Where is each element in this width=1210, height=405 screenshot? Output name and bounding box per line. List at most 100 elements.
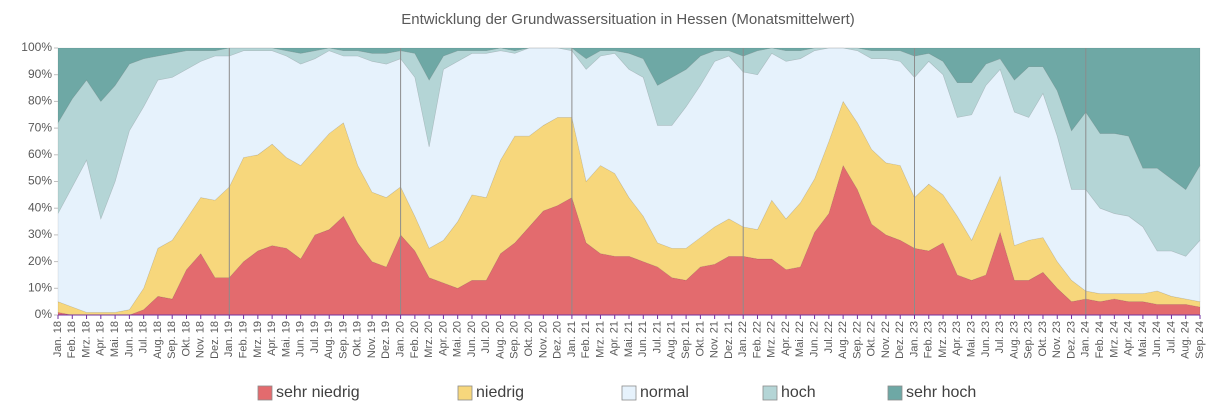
x-tick-label: Aug. 23 bbox=[1008, 321, 1020, 359]
legend-swatch bbox=[457, 385, 473, 401]
y-tick-label: 90% bbox=[28, 67, 52, 81]
x-tick-label: Nov. 19 bbox=[366, 321, 378, 358]
x-tick-label: Dez. 22 bbox=[894, 321, 906, 359]
x-tick-label: Okt. 18 bbox=[180, 321, 192, 356]
x-tick-label: Nov. 23 bbox=[1051, 321, 1063, 358]
y-tick-label: 70% bbox=[28, 120, 52, 134]
legend-label: normal bbox=[640, 384, 689, 401]
x-tick-label: Okt. 22 bbox=[866, 321, 878, 356]
legend-swatch bbox=[887, 385, 903, 401]
x-tick-label: Apr. 18 bbox=[95, 321, 107, 356]
x-tick-label: Sep. 18 bbox=[166, 321, 178, 359]
x-tick-label: Aug. 22 bbox=[837, 321, 849, 359]
x-tick-label: Mai. 24 bbox=[1137, 321, 1149, 357]
x-tick-label: Jan. 18 bbox=[52, 321, 64, 357]
x-tick-label: Mai. 18 bbox=[109, 321, 121, 357]
y-tick-label: 80% bbox=[28, 94, 52, 108]
x-tick-label: Jan. 20 bbox=[395, 321, 407, 357]
x-tick-label: Jul. 20 bbox=[480, 321, 492, 353]
y-tick-label: 50% bbox=[28, 174, 52, 188]
y-tick-label: 0% bbox=[35, 307, 53, 321]
x-tick-label: Mrz. 19 bbox=[252, 321, 264, 358]
x-tick-label: Sep. 20 bbox=[509, 321, 521, 359]
x-tick-label: Jan. 23 bbox=[908, 321, 920, 357]
x-tick-label: Aug. 21 bbox=[666, 321, 678, 359]
x-tick-label: Jan. 21 bbox=[566, 321, 578, 357]
x-tick-label: Okt. 19 bbox=[352, 321, 364, 356]
x-tick-label: Jul. 22 bbox=[823, 321, 835, 353]
x-tick-label: Aug. 24 bbox=[1180, 321, 1192, 359]
legend-swatch bbox=[762, 385, 778, 401]
x-tick-label: Jun. 21 bbox=[637, 321, 649, 357]
x-tick-label: Nov. 20 bbox=[537, 321, 549, 358]
x-tick-label: Jan. 19 bbox=[223, 321, 235, 357]
x-tick-label: Jun. 19 bbox=[295, 321, 307, 357]
x-tick-label: Apr. 21 bbox=[609, 321, 621, 356]
x-tick-label: Sep. 19 bbox=[337, 321, 349, 359]
x-tick-label: Mai. 20 bbox=[452, 321, 464, 357]
x-tick-label: Jun. 20 bbox=[466, 321, 478, 357]
y-tick-label: 100% bbox=[21, 40, 52, 54]
x-tick-label: Mai. 22 bbox=[794, 321, 806, 357]
legend-label: sehr hoch bbox=[906, 384, 976, 401]
x-tick-label: Sep. 23 bbox=[1023, 321, 1035, 359]
x-tick-label: Jul. 21 bbox=[651, 321, 663, 353]
x-tick-label: Aug. 20 bbox=[494, 321, 506, 359]
x-tick-label: Dez. 18 bbox=[209, 321, 221, 359]
x-tick-label: Mrz. 21 bbox=[594, 321, 606, 358]
x-tick-label: Feb. 20 bbox=[409, 321, 421, 358]
x-tick-label: Apr. 24 bbox=[1123, 321, 1135, 356]
y-tick-label: 60% bbox=[28, 147, 52, 161]
x-tick-label: Okt. 21 bbox=[694, 321, 706, 356]
x-tick-label: Jul. 18 bbox=[138, 321, 150, 353]
x-tick-label: Jan. 24 bbox=[1080, 321, 1092, 357]
x-tick-label: Feb. 18 bbox=[66, 321, 78, 358]
x-tick-label: Feb. 23 bbox=[923, 321, 935, 358]
y-tick-label: 20% bbox=[28, 254, 52, 268]
x-tick-label: Mrz. 20 bbox=[423, 321, 435, 358]
x-tick-label: Jan. 22 bbox=[737, 321, 749, 357]
x-tick-label: Nov. 18 bbox=[195, 321, 207, 358]
legend-label: hoch bbox=[781, 384, 816, 401]
x-tick-label: Nov. 21 bbox=[709, 321, 721, 358]
legend-label: sehr niedrig bbox=[276, 384, 360, 401]
x-tick-label: Mrz. 23 bbox=[937, 321, 949, 358]
x-tick-label: Okt. 20 bbox=[523, 321, 535, 356]
x-tick-label: Jul. 23 bbox=[994, 321, 1006, 353]
x-tick-label: Sep. 21 bbox=[680, 321, 692, 359]
x-tick-label: Apr. 23 bbox=[951, 321, 963, 356]
legend-label: niedrig bbox=[476, 384, 524, 401]
x-tick-label: Jul. 19 bbox=[309, 321, 321, 353]
x-tick-label: Okt. 23 bbox=[1037, 321, 1049, 356]
x-tick-label: Mai. 23 bbox=[966, 321, 978, 357]
x-tick-label: Feb. 22 bbox=[751, 321, 763, 358]
x-tick-label: Feb. 21 bbox=[580, 321, 592, 358]
x-tick-label: Mai. 21 bbox=[623, 321, 635, 357]
x-tick-label: Apr. 22 bbox=[780, 321, 792, 356]
x-tick-label: Aug. 18 bbox=[152, 321, 164, 359]
x-tick-label: Mrz. 24 bbox=[1108, 321, 1120, 358]
x-tick-label: Mrz. 22 bbox=[766, 321, 778, 358]
y-tick-label: 30% bbox=[28, 227, 52, 241]
x-tick-label: Sep. 22 bbox=[851, 321, 863, 359]
y-tick-label: 40% bbox=[28, 200, 52, 214]
x-tick-label: Apr. 20 bbox=[437, 321, 449, 356]
x-tick-label: Jul. 24 bbox=[1165, 321, 1177, 353]
x-tick-label: Nov. 22 bbox=[880, 321, 892, 358]
x-tick-label: Jun. 24 bbox=[1151, 321, 1163, 357]
x-tick-label: Mrz. 18 bbox=[80, 321, 92, 358]
x-tick-label: Dez. 21 bbox=[723, 321, 735, 359]
x-tick-label: Feb. 24 bbox=[1094, 321, 1106, 358]
x-tick-label: Sep. 24 bbox=[1194, 321, 1206, 359]
legend-swatch bbox=[621, 385, 637, 401]
x-tick-label: Jun. 23 bbox=[980, 321, 992, 357]
x-tick-label: Jun. 18 bbox=[123, 321, 135, 357]
x-tick-label: Aug. 19 bbox=[323, 321, 335, 359]
x-tick-label: Dez. 20 bbox=[552, 321, 564, 359]
x-tick-label: Dez. 23 bbox=[1065, 321, 1077, 359]
chart-title: Entwicklung der Grundwassersituation in … bbox=[401, 11, 855, 28]
y-tick-label: 10% bbox=[28, 280, 52, 294]
x-tick-label: Apr. 19 bbox=[266, 321, 278, 356]
